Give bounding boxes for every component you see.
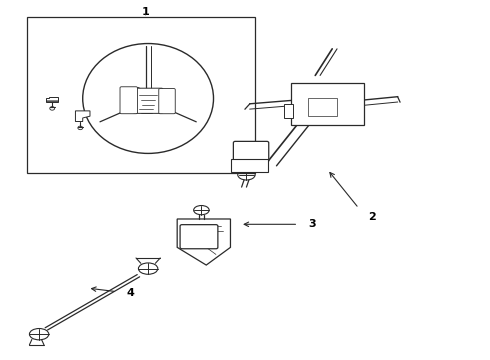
Text: 4: 4 [126,288,134,298]
Bar [27,17,255,173]
Bar [284,104,294,118]
Text: 1: 1 [142,6,149,17]
Text: 3: 3 [308,219,316,229]
Polygon shape [177,219,230,265]
Bar [308,99,337,116]
FancyBboxPatch shape [133,88,163,113]
FancyBboxPatch shape [159,89,175,114]
FancyBboxPatch shape [233,141,269,162]
Text: 2: 2 [368,212,376,222]
FancyBboxPatch shape [120,87,138,114]
FancyBboxPatch shape [180,225,218,249]
Polygon shape [75,111,90,122]
Polygon shape [47,97,58,102]
FancyBboxPatch shape [291,82,364,125]
FancyBboxPatch shape [231,159,268,172]
